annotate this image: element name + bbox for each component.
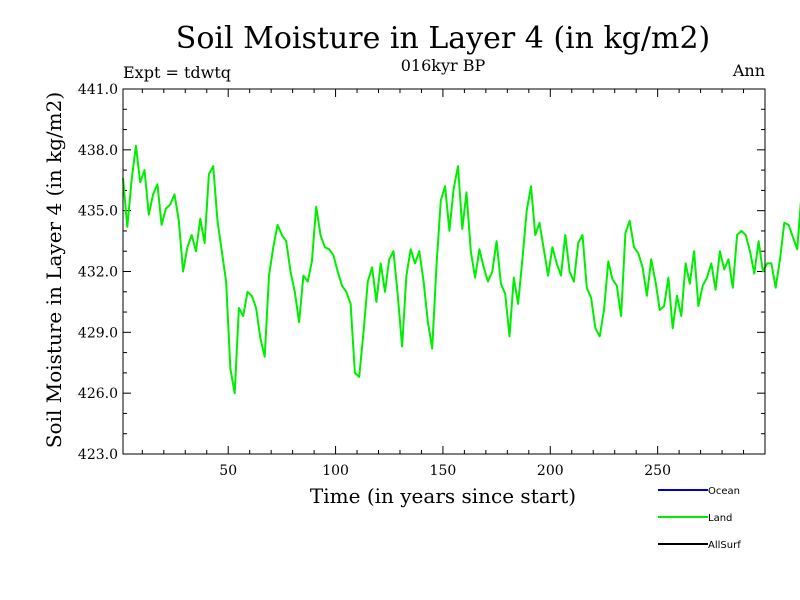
series-group (122, 144, 800, 395)
y-tick-label: 438.0 (78, 143, 118, 159)
season-label: Ann (732, 61, 765, 80)
y-tick-label: 426.0 (78, 386, 118, 402)
x-tick-label: 50 (219, 463, 237, 479)
legend-label-ocean: Ocean (708, 486, 740, 497)
plot-frame (122, 88, 766, 455)
x-tick-label: 250 (644, 463, 671, 479)
legend: Ocean Land AllSurf (658, 486, 741, 551)
y-tick-label: 432.0 (78, 265, 118, 281)
x-tick-label: 150 (430, 463, 457, 479)
legend-label-land: Land (708, 513, 732, 524)
chart-title: Soil Moisture in Layer 4 (in kg/m2) (176, 21, 710, 56)
chart-subtitle: 016kyr BP (401, 56, 486, 75)
x-axis-label: Time (in years since start) (310, 484, 576, 508)
y-tick-label: 429.0 (78, 325, 118, 341)
legend-label-allsurf: AllSurf (708, 540, 741, 551)
x-tick-label: 200 (537, 463, 564, 479)
y-tick-label: 435.0 (78, 204, 118, 220)
x-tick-label: 100 (322, 463, 349, 479)
y-axis-label: Soil Moisture in Layer 4 (in kg/m2) (42, 92, 66, 448)
series-line-land (122, 144, 800, 395)
y-tick-label: 441.0 (78, 82, 118, 98)
experiment-label: Expt = tdwtq (123, 63, 231, 82)
y-tick-label: 423.0 (78, 447, 118, 463)
axes: 423.0 426.0 429.0 432.0 435.0 438.0 441.0 50 100… (78, 82, 766, 479)
